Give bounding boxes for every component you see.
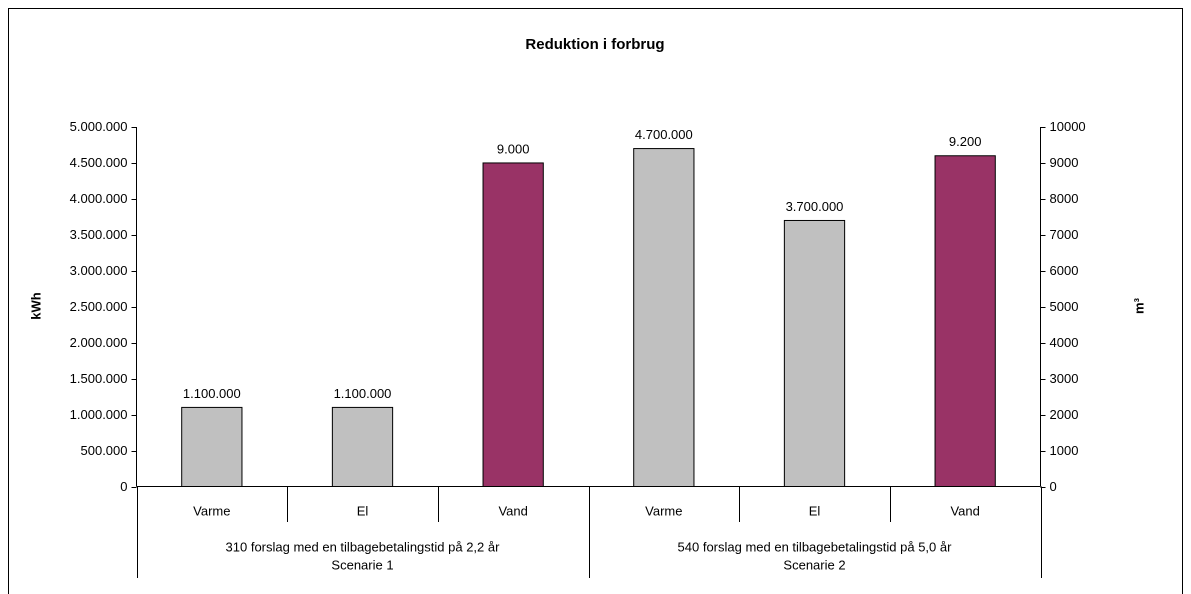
x-tick-label: El: [357, 503, 369, 518]
group-label: 310 forslag med en tilbagebetalingstid p…: [226, 539, 501, 554]
bar: [482, 162, 544, 487]
y-tick-label: 500.000: [81, 443, 128, 458]
y2-tick-label: 6000: [1050, 263, 1079, 278]
data-label: 4.700.000: [635, 127, 693, 142]
bar: [783, 219, 846, 487]
y2-tick-label: 1000: [1050, 443, 1079, 458]
bar: [633, 148, 695, 487]
y2-tick-label: 0: [1050, 479, 1057, 494]
group-label: 540 forslag med en tilbagebetalingstid p…: [678, 539, 953, 554]
y-tick-label: 2.000.000: [70, 335, 128, 350]
x-tick-label: El: [809, 503, 821, 518]
bar: [331, 406, 394, 487]
y2-tick-label: 9000: [1050, 155, 1079, 170]
y2-tick-label: 10000: [1050, 119, 1086, 134]
bar: [181, 406, 243, 487]
data-label: 9.000: [497, 141, 530, 156]
bar: [934, 155, 996, 487]
y-axis-label: kWh: [28, 292, 43, 320]
x-tick-label: Vand: [950, 503, 979, 518]
y2-tick-label: 4000: [1050, 335, 1079, 350]
group-label: Scenarie 2: [783, 557, 845, 572]
y-tick-label: 3.500.000: [70, 227, 128, 242]
x-tick-label: Varme: [193, 503, 230, 518]
y-tick-label: 4.500.000: [70, 155, 128, 170]
y2-axis-label: m³: [1131, 297, 1146, 314]
x-tick-label: Varme: [645, 503, 682, 518]
y2-tick-label: 5000: [1050, 299, 1079, 314]
chart-title: Reduktion i forbrug: [525, 36, 664, 53]
y2-tick-label: 3000: [1050, 371, 1079, 386]
y-tick-label: 0: [120, 479, 127, 494]
y-tick-label: 5.000.000: [70, 119, 128, 134]
data-label: 1.100.000: [334, 386, 392, 401]
y-tick-label: 1.500.000: [70, 371, 128, 386]
y-tick-label: 3.000.000: [70, 263, 128, 278]
y2-tick-label: 7000: [1050, 227, 1079, 242]
y-tick-label: 1.000.000: [70, 407, 128, 422]
y-tick-label: 2.500.000: [70, 299, 128, 314]
x-tick-label: Vand: [498, 503, 527, 518]
group-label: Scenarie 1: [331, 557, 393, 572]
data-label: 3.700.000: [786, 199, 844, 214]
data-label: 1.100.000: [183, 386, 241, 401]
chart-frame: [8, 8, 1183, 594]
y-tick-label: 4.000.000: [70, 191, 128, 206]
y2-tick-label: 8000: [1050, 191, 1079, 206]
data-label: 9.200: [949, 134, 982, 149]
y2-tick-label: 2000: [1050, 407, 1079, 422]
